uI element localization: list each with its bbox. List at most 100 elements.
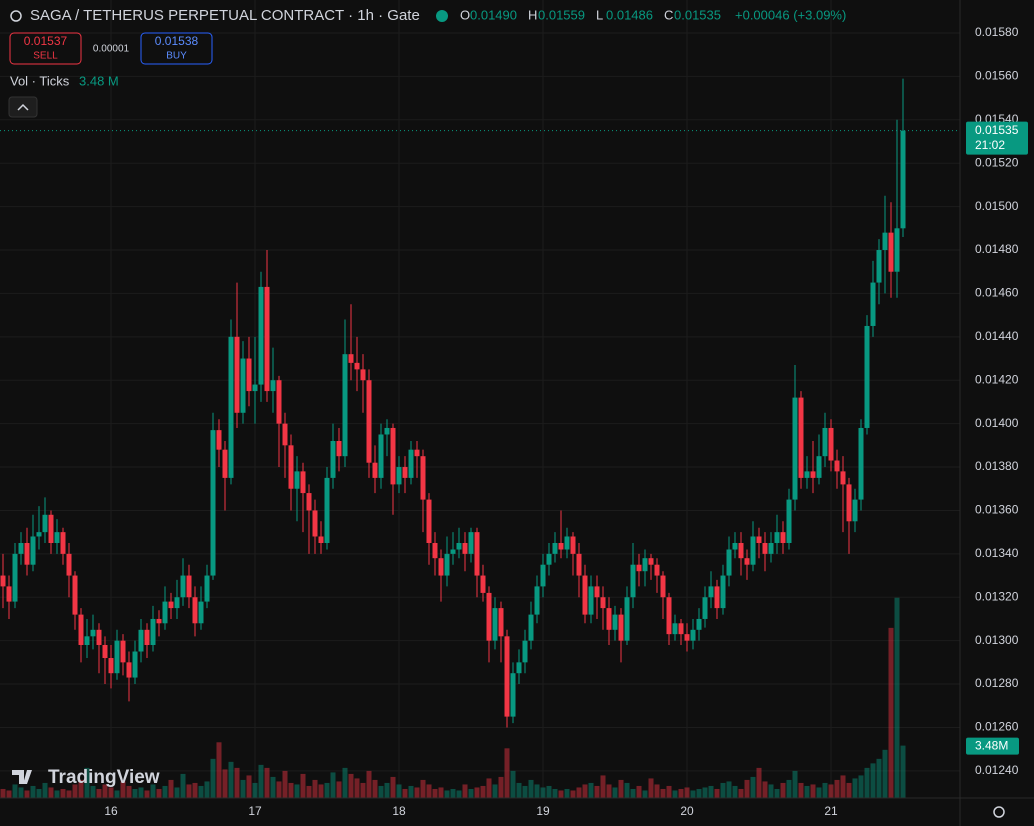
- volume-bar: [900, 745, 906, 798]
- collapse-button[interactable]: [8, 96, 38, 118]
- volume-bar: [864, 767, 870, 798]
- candle-body: [852, 499, 858, 522]
- candle-body: [132, 651, 138, 678]
- candle-body: [882, 232, 888, 251]
- sell-button[interactable]: [9, 32, 82, 65]
- candle-body: [450, 549, 456, 554]
- volume-bar: [660, 788, 666, 798]
- y-tick-label: 0.01300: [975, 633, 1019, 647]
- volume-bar: [276, 781, 282, 798]
- candle-body: [252, 384, 258, 392]
- candle-body: [396, 467, 402, 485]
- volume-bar: [84, 767, 90, 798]
- volume-bar: [192, 782, 198, 798]
- volume-bar: [636, 785, 642, 798]
- candle-body: [162, 601, 168, 624]
- volume-bar: [450, 788, 456, 798]
- candle-body: [834, 460, 840, 472]
- volume-bar: [234, 767, 240, 798]
- candle-body: [84, 636, 90, 645]
- volume-pane: [0, 597, 906, 798]
- candle-body: [126, 662, 132, 678]
- ohlc-key: O: [460, 7, 470, 22]
- volume-bar: [510, 770, 516, 798]
- order-buttons: 0.01537 SELL 0.00001 0.01538 BUY: [9, 32, 213, 65]
- candle-body: [264, 286, 270, 392]
- candle-body: [120, 640, 126, 663]
- candle-body: [654, 564, 660, 576]
- candle-body: [192, 597, 198, 624]
- candle-body: [588, 586, 594, 615]
- candle-body: [756, 536, 762, 543]
- volume-bar: [822, 782, 828, 798]
- volume-bar: [126, 785, 132, 798]
- candle-body: [540, 564, 546, 587]
- settings-icon[interactable]: [993, 806, 1005, 818]
- candle-body: [378, 434, 384, 478]
- x-tick-label: 20: [680, 804, 694, 818]
- candle-body: [144, 629, 150, 645]
- candle-body: [576, 553, 582, 576]
- candle-body: [426, 499, 432, 543]
- volume-bar: [720, 782, 726, 798]
- volume-bar: [546, 785, 552, 798]
- volume-bar: [702, 787, 708, 798]
- volume-bar: [138, 787, 144, 798]
- candle-body: [846, 484, 852, 522]
- volume-bar: [846, 782, 852, 798]
- candle-body: [630, 564, 636, 598]
- candle-body: [96, 629, 102, 645]
- buy-button[interactable]: [140, 32, 213, 65]
- volume-bar: [528, 779, 534, 798]
- candle-body: [432, 542, 438, 559]
- candle-body: [666, 597, 672, 635]
- volume-bar: [642, 790, 648, 798]
- candle-body: [648, 558, 654, 565]
- candle-body: [570, 536, 576, 554]
- candle-body: [564, 536, 570, 550]
- candle-body: [72, 575, 78, 615]
- volume-bar: [312, 779, 318, 798]
- y-tick-label: 0.01560: [975, 69, 1019, 83]
- candle-body: [768, 542, 774, 554]
- volume-bar: [768, 784, 774, 798]
- volume-bar: [354, 778, 360, 798]
- candle-body: [408, 449, 414, 478]
- candle-body: [690, 629, 696, 641]
- y-tick-label: 0.01580: [975, 25, 1019, 39]
- volume-bar: [270, 776, 276, 798]
- candle-body: [372, 462, 378, 478]
- candle-body: [108, 658, 114, 674]
- candle-body: [312, 510, 318, 537]
- candle-body: [558, 542, 564, 550]
- volume-bar: [390, 776, 396, 798]
- header: SAGA / TETHERUS PERPETUAL CONTRACT · 1h …: [10, 7, 846, 24]
- volume-bar: [264, 767, 270, 798]
- candle-body: [516, 662, 522, 674]
- volume-axis-label: 3.48M: [975, 738, 1008, 752]
- candle-body: [198, 601, 204, 624]
- candle-body: [6, 586, 12, 602]
- volume-bar: [480, 785, 486, 798]
- watermark: TradingView: [12, 767, 160, 788]
- volume-bar: [798, 782, 804, 798]
- candle-body: [354, 362, 360, 370]
- volume-bar: [504, 748, 510, 798]
- candle-body: [270, 380, 276, 392]
- candle-body: [642, 558, 648, 572]
- candle-body: [696, 618, 702, 630]
- candle-body: [234, 336, 240, 413]
- volume-bar: [72, 784, 78, 798]
- volume-bar: [468, 788, 474, 798]
- candle-body: [504, 636, 510, 717]
- volume-bar: [780, 782, 786, 798]
- candle-body: [102, 644, 108, 659]
- candle-body: [672, 623, 678, 635]
- candle-body: [342, 354, 348, 457]
- volume-bar: [366, 770, 372, 798]
- candle-body: [66, 553, 72, 576]
- volume-bar: [834, 779, 840, 798]
- candle-body: [750, 536, 756, 565]
- volume-bar: [258, 764, 264, 798]
